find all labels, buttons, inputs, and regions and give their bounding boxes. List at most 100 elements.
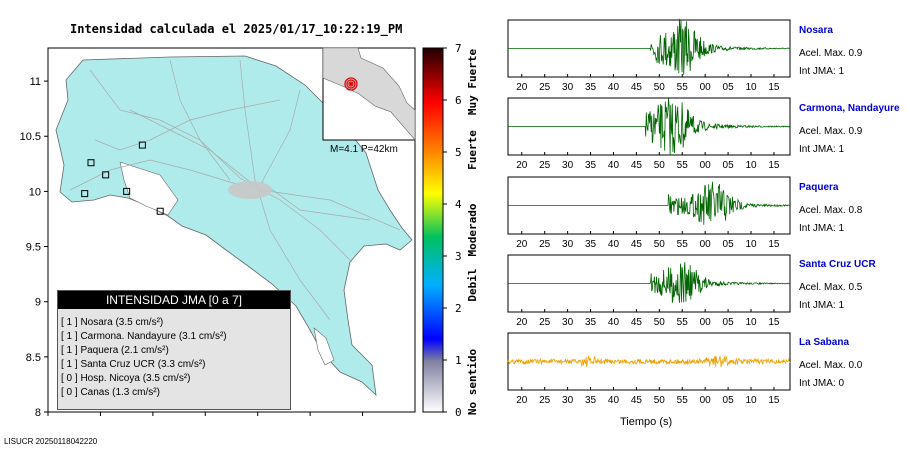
station-acel-paquera: Acel. Max. 0.8 [799,205,863,216]
trace-x-tick-label: 45 [631,160,643,171]
trace-x-tick-label: 10 [745,82,757,93]
trace-x-tick-label: 35 [585,160,597,171]
trace-x-tick-label: 30 [562,317,574,328]
inset-epicenter-dot [349,82,353,86]
trace-x-tick-label: 40 [608,160,620,171]
trace-x-tick-label: 45 [631,239,643,250]
trace-x-tick-label: 50 [654,317,666,328]
trace-x-tick-label: 00 [700,160,712,171]
trace-x-tick-label: 05 [723,317,735,328]
trace-x-tick-label: 25 [539,239,551,250]
trace-x-tick-label: 10 [745,317,757,328]
trace-x-tick-label: 10 [745,239,757,250]
station-marker [123,187,131,195]
trace-x-tick-label: 35 [585,82,597,93]
map-y-tick-label: 8.5 [26,352,41,364]
trace-x-tick-label: 55 [677,317,689,328]
trace-x-tick-label: 35 [585,239,597,250]
trace-x-tick-label: 30 [562,160,574,171]
trace-x-tick-label: 55 [677,82,689,93]
trace-x-tick-label: 05 [723,82,735,93]
trace-x-tick-label: 20 [516,317,528,328]
trace-x-tick-label: 15 [768,82,780,93]
waveform-line [508,18,791,75]
trace-x-tick-label: 20 [516,239,528,250]
traces-x-axis-label: Tiempo (s) [620,416,673,428]
trace-x-tick-label: 45 [631,82,643,93]
trace-x-tick-label: 20 [516,395,528,406]
station-marker [156,207,164,215]
map-y-tick-label: 9.5 [26,242,41,254]
station-acel-santa-cruz: Acel. Max. 0.5 [799,282,863,293]
san-jose-urban-area [228,181,272,199]
trace-x-tick-label: 35 [585,317,597,328]
station-marker [87,159,95,167]
trace-x-tick-label: 25 [539,317,551,328]
trace-x-tick-label: 35 [585,395,597,406]
trace-x-tick-label: 25 [539,395,551,406]
trace-x-tick-label: 40 [608,317,620,328]
map-title: Intensidad calculada el 2025/01/17_10:22… [70,22,403,36]
trace-x-tick-label: 45 [631,395,643,406]
trace-x-tick-label: 30 [562,239,574,250]
waveform-line [508,181,791,225]
waveform-line [507,355,791,368]
trace-x-tick-label: 00 [700,239,712,250]
legend-row-hosp-nicoya: [ 0 ] Hosp. Nicoya (3.5 cm/s²) [61,373,191,384]
station-marker [138,141,146,149]
trace-x-tick-label: 50 [654,395,666,406]
trace-x-tick-label: 00 [700,395,712,406]
trace-panel: 20 25 30 35 40 45 50 55 00 05 10 15 [507,332,791,406]
trace-x-tick-label: 50 [654,239,666,250]
station-name-nosara: Nosara [799,25,833,36]
trace-panel: 20 25 30 35 40 45 50 55 00 05 10 15 [507,18,791,93]
trace-x-tick-label: 05 [723,160,735,171]
trace-x-tick-label: 15 [768,160,780,171]
station-acel-carmona: Acel. Max. 0.9 [799,126,863,137]
map-y-tick-label: 10.5 [20,131,41,143]
trace-x-tick-label: 15 [768,239,780,250]
trace-x-tick-label: 30 [562,395,574,406]
map-y-tick-label: 11 [30,76,41,88]
trace-x-tick-label: 20 [516,160,528,171]
station-acel-nosara: Acel. Max. 0.9 [799,48,863,59]
station-jma-nosara: Int JMA: 1 [799,66,845,77]
intensity-legend: INTENSIDAD JMA [0 a 7] [ 1 ] Nosara (3.5… [57,290,291,410]
trace-panel: 20 25 30 35 40 45 50 55 00 05 10 15 [507,254,791,328]
waveform-line [508,262,791,303]
station-jma-santa-cruz: Int JMA: 1 [799,300,845,311]
trace-x-tick-label: 20 [516,82,528,93]
trace-x-tick-label: 25 [539,160,551,171]
road-line [69,159,241,191]
station-jma-la-sabana: Int JMA: 0 [799,378,845,389]
waveform-line [508,98,791,156]
road-line [89,69,353,263]
legend-row-santa-cruz: [ 1 ] Santa Cruz UCR (3.3 cm/s²) [61,359,206,370]
trace-x-tick-label: 55 [677,239,689,250]
trace-x-tick-label: 50 [654,160,666,171]
trace-x-tick-label: 10 [745,395,757,406]
trace-panel: 20 25 30 35 40 45 50 55 00 05 10 15 [507,97,791,171]
station-name-la-sabana: La Sabana [799,337,850,348]
station-acel-la-sabana: Acel. Max. 0.0 [799,360,863,371]
footer-id: LISUCR 20250118042220 [4,437,98,446]
trace-x-tick-label: 55 [677,160,689,171]
trace-x-tick-label: 15 [768,317,780,328]
legend-row-nosara: [ 1 ] Nosara (3.5 cm/s²) [61,317,164,328]
trace-x-tick-label: 10 [745,160,757,171]
station-name-paquera: Paquera [799,182,839,193]
trace-x-tick-label: 30 [562,82,574,93]
trace-x-tick-label: 40 [608,395,620,406]
station-name-santa-cruz: Santa Cruz UCR [799,259,876,270]
trace-x-tick-label: 40 [608,82,620,93]
legend-row-paquera: [ 1 ] Paquera (2.1 cm/s²) [61,345,169,356]
map-y-tick-label: 8 [35,407,41,419]
map-frame [47,47,416,413]
station-marker [102,171,110,179]
trace-x-tick-label: 00 [700,82,712,93]
trace-x-tick-label: 40 [608,239,620,250]
trace-x-tick-label: 55 [677,395,689,406]
station-name-carmona: Carmona, Nandayure [799,103,900,114]
inset-epicenter-ring [346,79,356,89]
